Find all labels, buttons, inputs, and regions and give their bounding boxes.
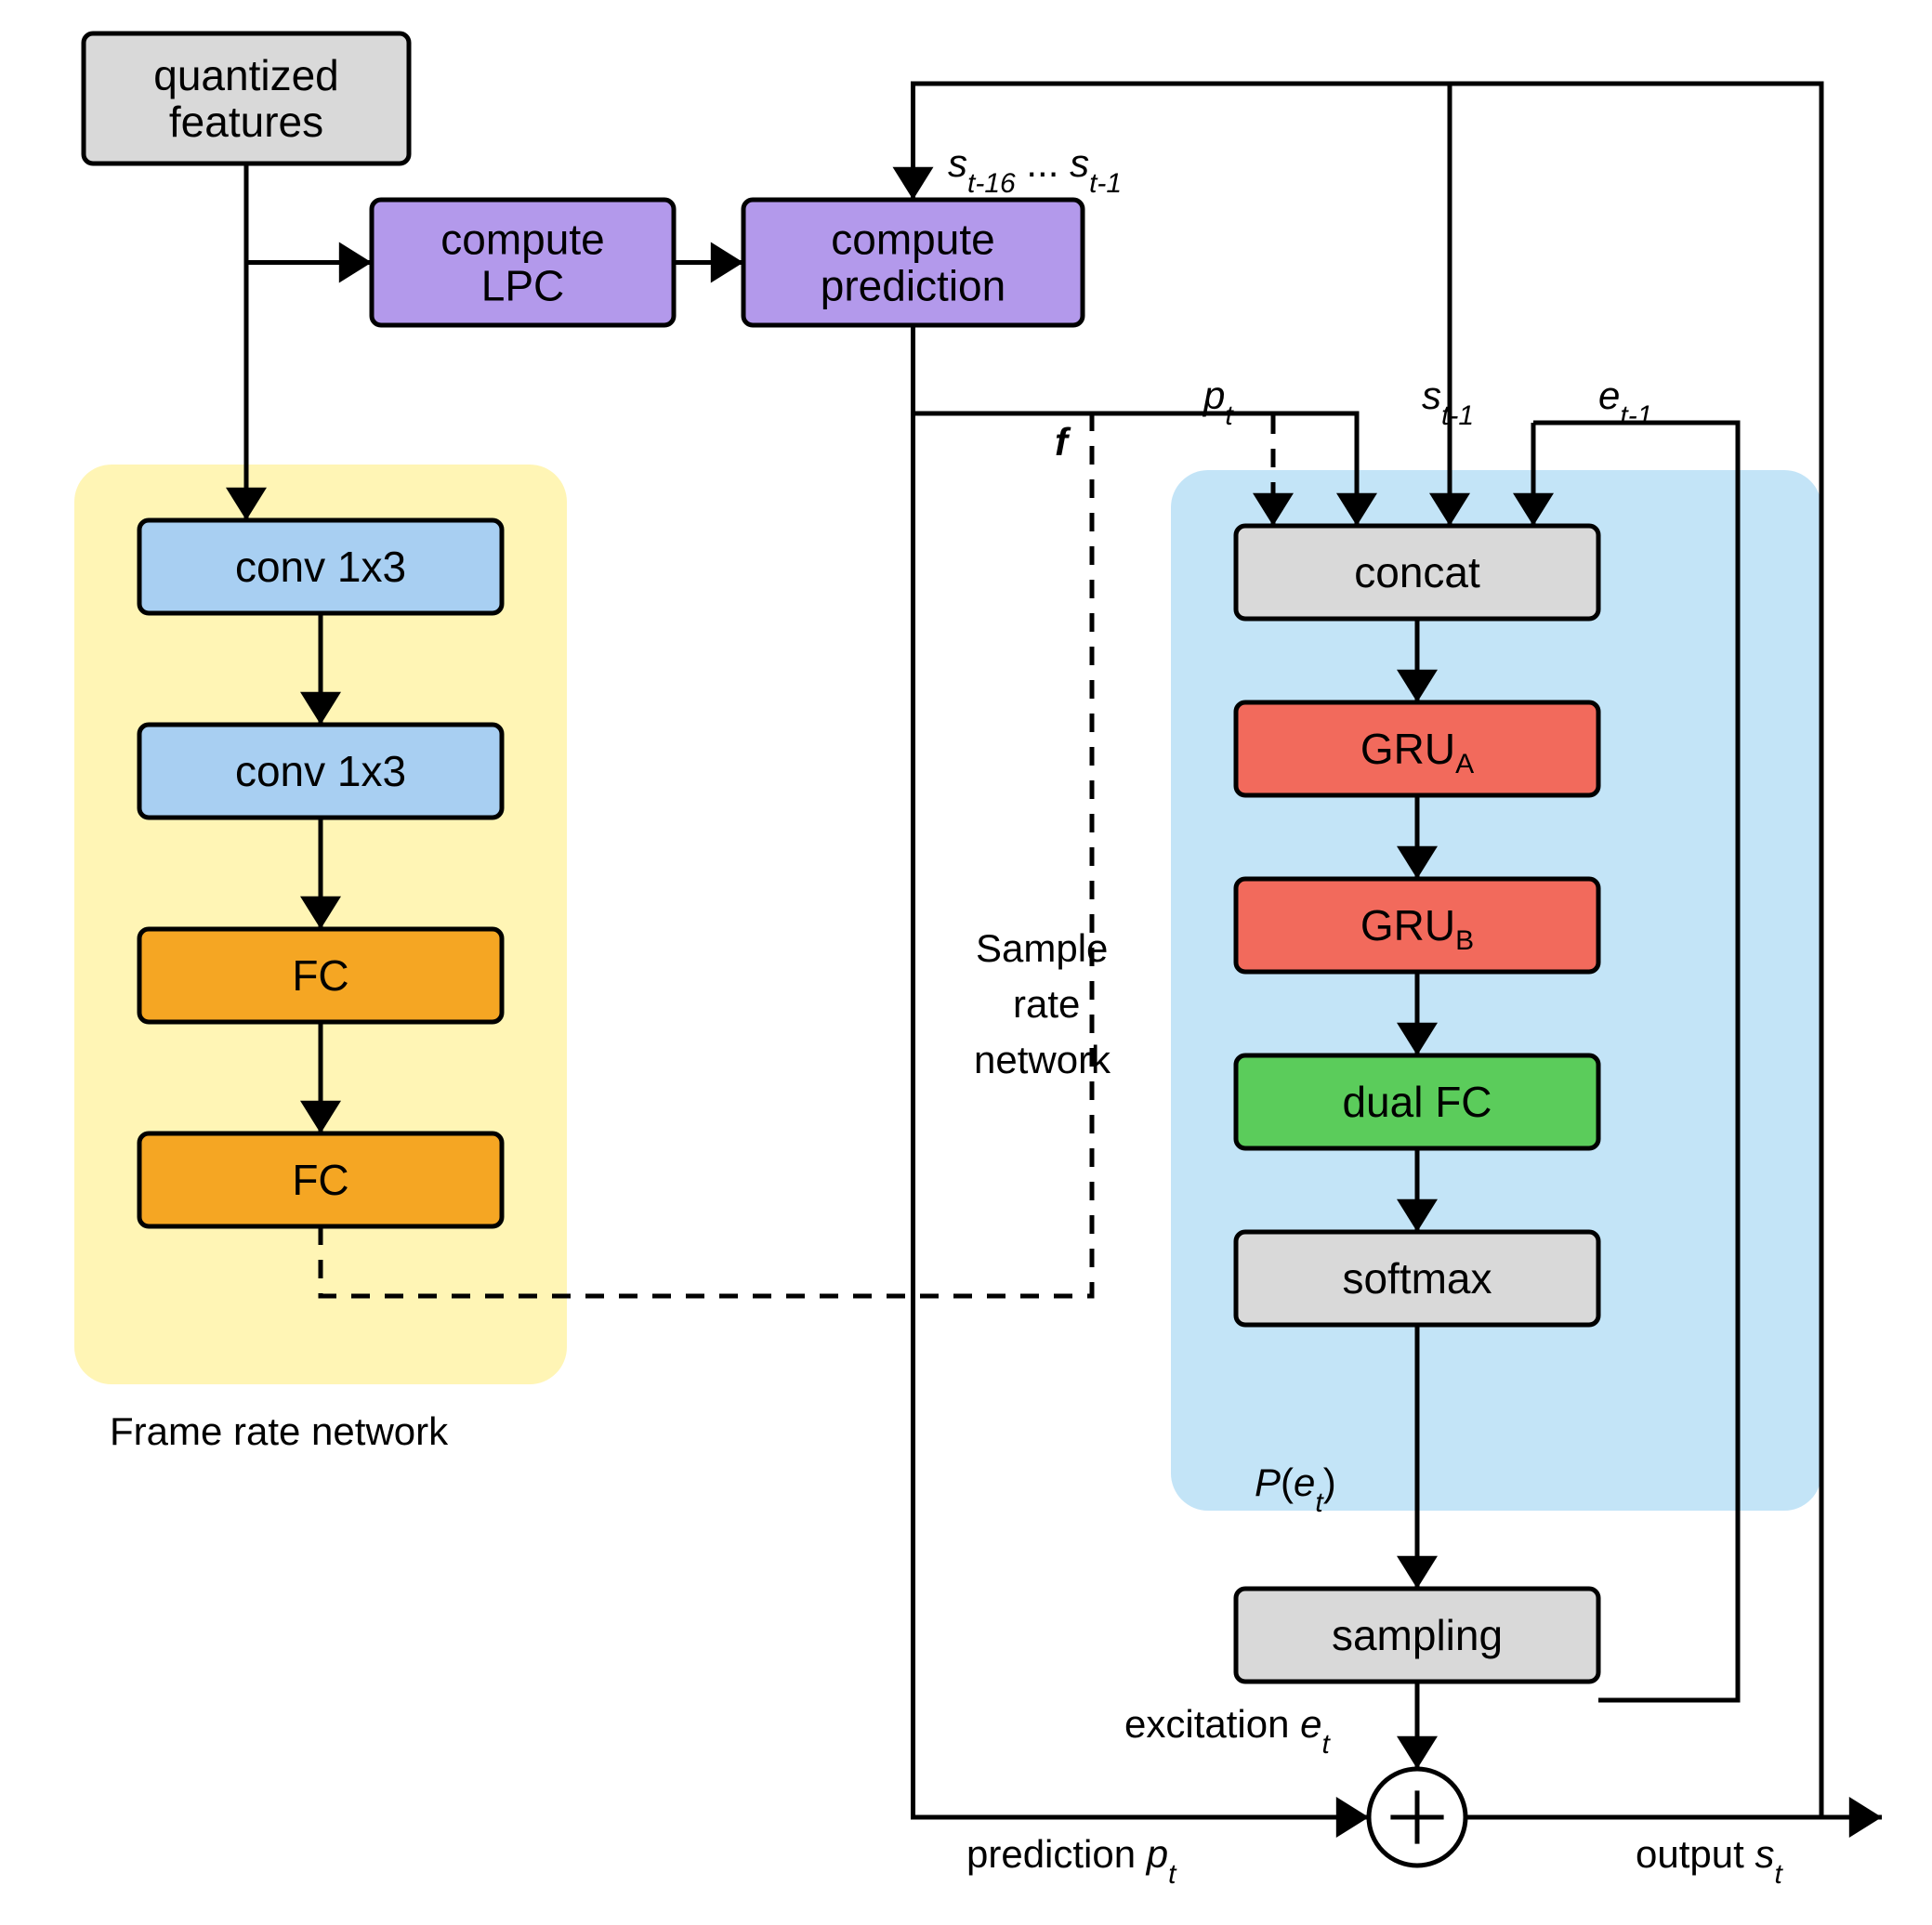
label-conv2: conv 1x3 <box>235 747 406 795</box>
label-exc_et: excitation et <box>1124 1702 1331 1760</box>
label-lpc-1: LPC <box>481 262 564 310</box>
label-pred-1: prediction <box>821 262 1005 310</box>
label-s_history: st-16 ... st-1 <box>948 141 1122 199</box>
box-dualfc: dual FC <box>1236 1055 1598 1148</box>
box-quant: quantizedfeatures <box>84 33 409 164</box>
box-fc2: FC <box>139 1133 502 1226</box>
arrow-quant-lpc <box>246 164 372 263</box>
label-concat: concat <box>1354 548 1480 596</box>
box-conv2: conv 1x3 <box>139 725 502 818</box>
label-dualfc: dual FC <box>1342 1078 1492 1126</box>
box-fc1: FC <box>139 929 502 1022</box>
label-lpc-0: compute <box>440 216 604 264</box>
label-sampling: sampling <box>1332 1611 1503 1659</box>
panel-sample <box>1171 470 1821 1511</box>
label-out_st: output st <box>1636 1832 1783 1890</box>
box-gruA: GRUA <box>1236 702 1598 795</box>
label-fc1: FC <box>292 951 348 1000</box>
label-pred-0: compute <box>831 216 994 264</box>
label-sample_caption3: network <box>974 1038 1111 1081</box>
label-pt_in: pt <box>1202 373 1234 431</box>
label-sample_caption1: Sample <box>976 926 1108 970</box>
label-pred_pt: prediction pt <box>966 1832 1177 1890</box>
box-concat: concat <box>1236 526 1598 619</box>
label-f_label: f <box>1055 420 1071 464</box>
box-softmax: softmax <box>1236 1232 1598 1325</box>
box-pred: computeprediction <box>743 200 1083 325</box>
label-sample_caption2: rate <box>1013 982 1080 1026</box>
box-conv1: conv 1x3 <box>139 520 502 613</box>
label-quant-0: quantized <box>153 51 339 99</box>
label-conv1: conv 1x3 <box>235 543 406 591</box>
box-lpc: computeLPC <box>372 200 674 325</box>
label-fc2: FC <box>292 1156 348 1204</box>
label-softmax: softmax <box>1342 1254 1492 1303</box>
box-sampling: sampling <box>1236 1589 1598 1682</box>
box-gruB: GRUB <box>1236 879 1598 972</box>
label-frame_caption: Frame rate network <box>110 1409 449 1453</box>
label-quant-1: features <box>169 98 323 146</box>
